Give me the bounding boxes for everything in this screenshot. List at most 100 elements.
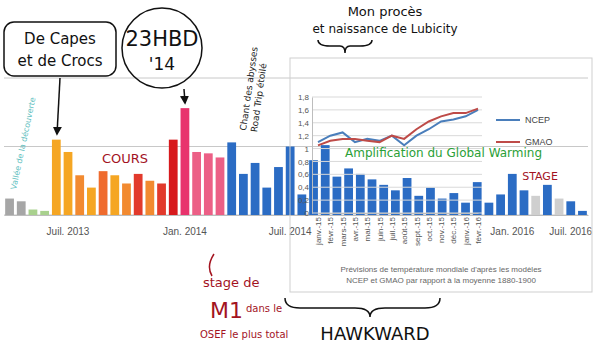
annotation-text: 23HBD xyxy=(125,27,198,51)
annotation-text: HAWKWARD xyxy=(320,323,429,344)
tick-label: Juil. 2016 xyxy=(549,226,592,237)
annotation-text: Amplification du Global Warming xyxy=(345,146,542,160)
bar xyxy=(543,185,552,215)
tick: Jan. 2016 xyxy=(490,215,534,237)
annotation: 23HBD '14 xyxy=(125,27,198,74)
tick: 0,2 xyxy=(298,196,312,205)
tick-label: juin-15 xyxy=(376,216,385,242)
annotation-brace xyxy=(285,298,440,317)
annotation-text: M1 xyxy=(210,298,243,323)
tick-label: 1,6 xyxy=(298,106,310,115)
bar xyxy=(555,199,564,215)
tick: nov.-15 xyxy=(437,213,446,243)
axis: 0 0,2 0,4 0,6 0,8 1 1,2 1,4 1,6 1,8 xyxy=(298,93,313,218)
bar xyxy=(169,140,178,215)
annotation: De Capeset de Crocs xyxy=(18,30,103,70)
tick-label: août-15 xyxy=(400,216,409,244)
legend: NCEPGMAO xyxy=(496,115,553,147)
tick: 1,6 xyxy=(298,106,312,115)
tick-label: 1,2 xyxy=(298,132,310,141)
bar xyxy=(449,193,458,215)
annotation-arrow xyxy=(57,78,60,134)
tick: 0,8 xyxy=(298,158,312,167)
grid-line xyxy=(312,109,482,110)
bar xyxy=(110,175,119,215)
tick: 0,6 xyxy=(298,170,312,179)
grid-line xyxy=(312,161,482,162)
tick: août-15 xyxy=(400,213,409,244)
bar xyxy=(485,203,494,215)
tick: juil.-15 xyxy=(388,213,397,242)
chart-svg: Juil. 2013Jan. 2014Juil. 2014Jan. 2016Ju… xyxy=(0,0,600,355)
bar xyxy=(391,190,400,215)
annotation-circle xyxy=(122,8,202,88)
bar xyxy=(414,196,423,215)
tick: 1 xyxy=(305,145,312,154)
bar xyxy=(122,183,131,215)
tick-label: 0,2 xyxy=(298,196,310,205)
tick: avr.-15 xyxy=(351,213,360,241)
tick-label: avr.-15 xyxy=(351,216,360,241)
annotation-box xyxy=(4,22,116,76)
annotation-text: dans le xyxy=(246,303,282,314)
tick-label: 0,4 xyxy=(298,183,310,192)
tick: 1,8 xyxy=(298,93,312,102)
bar xyxy=(239,174,248,215)
tick: févr.-15 xyxy=(326,213,335,244)
tick: mars-15 xyxy=(339,213,348,246)
inset-frame xyxy=(290,58,592,292)
tick: Juil. 2016 xyxy=(549,215,592,237)
annotation-stroke xyxy=(209,254,214,276)
bar xyxy=(181,108,190,215)
tick: 0 xyxy=(305,209,312,218)
annotation-arrow xyxy=(184,89,185,103)
tick-label: Jan. 2016 xyxy=(490,226,534,237)
line xyxy=(318,110,478,145)
tick-label: janv.-15 xyxy=(314,216,323,245)
annotation-text: Mon procès xyxy=(348,4,423,19)
tick: févr.-16 xyxy=(474,213,483,244)
tick-label: 1 xyxy=(305,145,310,154)
annotation: stage deM1dans leOSEF le plus total xyxy=(200,275,288,340)
bar xyxy=(40,211,49,215)
tick: janv.-16 xyxy=(462,213,471,246)
bar xyxy=(251,163,260,215)
tick: 1,4 xyxy=(298,119,312,128)
tick-label: déc.-15 xyxy=(449,216,458,243)
tick-label: sept.-15 xyxy=(413,216,422,245)
caption: NCEP et GMAO par rapport à la moyenne 18… xyxy=(346,276,536,285)
tick-label: 0,6 xyxy=(298,170,310,179)
grid-line xyxy=(312,200,482,201)
tick-label: nov.-15 xyxy=(437,216,446,243)
tick-label: mars-15 xyxy=(339,216,348,246)
annotation-text: '14 xyxy=(149,54,175,74)
bar xyxy=(531,196,540,215)
bar xyxy=(52,140,61,215)
tick: Juil. 2013 xyxy=(47,215,90,237)
tick: 1,2 xyxy=(298,132,312,141)
annotation: Vallée de la découverte xyxy=(8,96,37,190)
annotation-text: STAGE xyxy=(522,170,558,183)
bar xyxy=(227,142,236,215)
bar xyxy=(426,188,435,215)
tick-label: 0 xyxy=(305,209,310,218)
annotation-text: COURS xyxy=(102,151,148,166)
bar xyxy=(99,171,108,215)
bar xyxy=(157,183,166,215)
grid-line xyxy=(4,78,588,79)
bar xyxy=(145,181,154,215)
legend-label: NCEP xyxy=(525,115,550,125)
tick: Jan. 2014 xyxy=(163,215,207,237)
annotation: STAGE xyxy=(522,170,558,183)
bar xyxy=(75,175,84,215)
bar xyxy=(578,211,587,215)
tick: oct.-15 xyxy=(425,213,434,241)
annotation: Mon procèset naissance de Lubicity xyxy=(312,4,457,36)
tick: sept.-15 xyxy=(413,213,422,246)
bar xyxy=(29,210,38,215)
axis: Juil. 2013Jan. 2014Juil. 2014Jan. 2016Ju… xyxy=(5,215,593,237)
tick: juin-15 xyxy=(376,213,385,242)
bar xyxy=(274,167,283,215)
bar xyxy=(87,188,96,215)
bar xyxy=(5,199,14,215)
